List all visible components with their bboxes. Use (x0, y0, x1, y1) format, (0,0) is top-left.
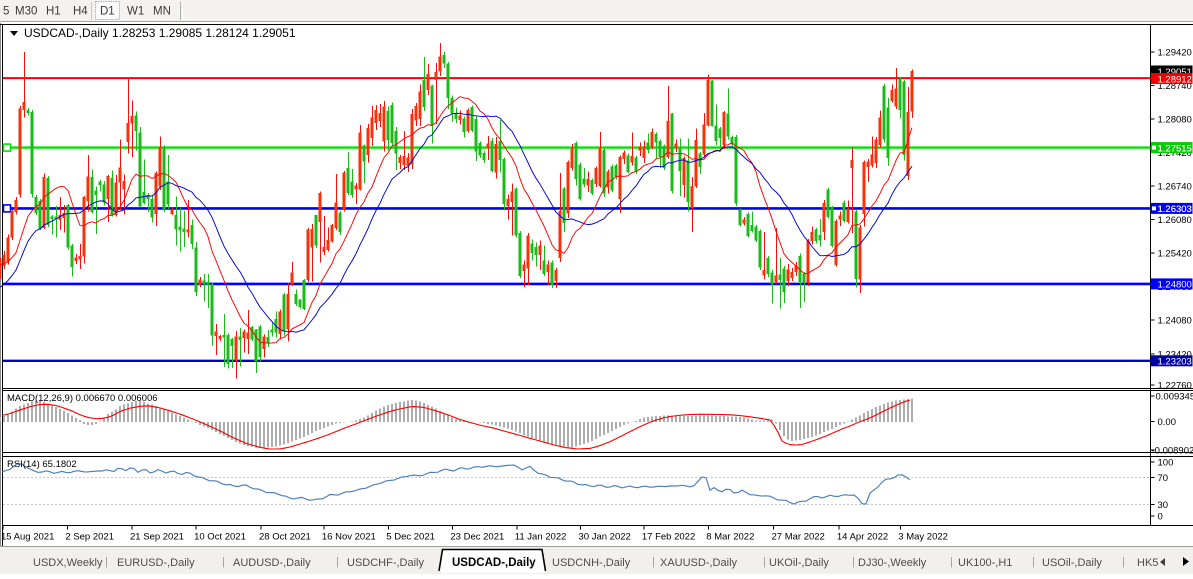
svg-text:23 Dec 2021: 23 Dec 2021 (450, 532, 504, 543)
svg-text:1.23203: 1.23203 (1158, 357, 1192, 368)
svg-text:USOil-,Daily: USOil-,Daily (1042, 557, 1102, 569)
svg-text:1.28080: 1.28080 (1158, 115, 1192, 126)
svg-text:1.29420: 1.29420 (1158, 48, 1192, 59)
svg-text:8 Mar 2022: 8 Mar 2022 (706, 532, 754, 543)
svg-text:|: | (222, 556, 225, 568)
svg-text:|: | (763, 556, 766, 568)
svg-text:XAUUSD-,Daily: XAUUSD-,Daily (660, 557, 738, 569)
svg-text:|: | (336, 556, 339, 568)
svg-text:H1: H1 (46, 6, 61, 18)
svg-text:UKOil-,Daily: UKOil-,Daily (769, 557, 829, 569)
svg-text:1.22760: 1.22760 (1158, 381, 1192, 392)
svg-text:RSI(14) 65.1802: RSI(14) 65.1802 (7, 459, 77, 470)
svg-text:3 May 2022: 3 May 2022 (898, 532, 948, 543)
svg-text:USDCAD-,Daily 1.28253 1.29085: USDCAD-,Daily 1.28253 1.29085 1.28124 1.… (24, 26, 296, 40)
svg-text:14 Apr 2022: 14 Apr 2022 (837, 532, 888, 543)
svg-text:|: | (1032, 556, 1035, 568)
svg-text:1.24800: 1.24800 (1158, 280, 1192, 291)
svg-text:10 Oct 2021: 10 Oct 2021 (194, 532, 246, 543)
svg-text:28 Oct 2021: 28 Oct 2021 (259, 532, 311, 543)
svg-text:17 Feb 2022: 17 Feb 2022 (642, 532, 695, 543)
svg-text:0.009345: 0.009345 (1156, 392, 1193, 403)
svg-text:M30: M30 (15, 6, 37, 18)
svg-text:1.26303: 1.26303 (1158, 204, 1192, 215)
svg-text:2 Sep 2021: 2 Sep 2021 (65, 532, 114, 543)
svg-text:1.26740: 1.26740 (1158, 182, 1192, 193)
svg-text:11 Jan 2022: 11 Jan 2022 (515, 532, 567, 543)
svg-text:USDCNH-,Daily: USDCNH-,Daily (552, 557, 631, 569)
svg-text:1.27515: 1.27515 (1158, 143, 1192, 154)
svg-text:USDX,Weekly: USDX,Weekly (33, 557, 103, 569)
svg-text:|: | (852, 556, 855, 568)
svg-text:100: 100 (1158, 458, 1174, 469)
svg-text:5: 5 (3, 6, 9, 18)
svg-text:5 Dec 2021: 5 Dec 2021 (386, 532, 435, 543)
svg-text:70: 70 (1158, 473, 1169, 484)
svg-text:30 Jan 2022: 30 Jan 2022 (579, 532, 631, 543)
svg-text:H4: H4 (73, 6, 88, 18)
svg-text:|: | (105, 556, 108, 568)
svg-text:AUDUSD-,Daily: AUDUSD-,Daily (233, 557, 311, 569)
svg-text:27 Mar 2022: 27 Mar 2022 (772, 532, 825, 543)
svg-text:16 Nov 2021: 16 Nov 2021 (322, 532, 376, 543)
svg-text:15 Aug 2021: 15 Aug 2021 (1, 532, 54, 543)
svg-text:USDCHF-,Daily: USDCHF-,Daily (347, 557, 425, 569)
svg-text:W1: W1 (127, 6, 144, 18)
svg-text:EURUSD-,Daily: EURUSD-,Daily (117, 557, 195, 569)
svg-text:30: 30 (1158, 500, 1169, 511)
svg-text:21 Sep 2021: 21 Sep 2021 (130, 532, 184, 543)
svg-text:1.28912: 1.28912 (1158, 74, 1192, 85)
svg-text:1.26080: 1.26080 (1158, 215, 1192, 226)
svg-text:0: 0 (1158, 512, 1163, 523)
svg-text:DJ30-,Weekly: DJ30-,Weekly (858, 557, 927, 569)
svg-text:MN: MN (153, 6, 171, 18)
svg-text:HK5: HK5 (1137, 557, 1158, 569)
svg-text:D1: D1 (100, 6, 115, 18)
svg-text:USDCAD-,Daily: USDCAD-,Daily (452, 557, 536, 569)
svg-text:|: | (1122, 556, 1125, 568)
svg-text:0.00: 0.00 (1158, 417, 1177, 428)
svg-text:|: | (950, 556, 953, 568)
svg-text:1.24080: 1.24080 (1158, 316, 1192, 327)
svg-text:MACD(12,26,9) 0.006670 0.00600: MACD(12,26,9) 0.006670 0.006006 (7, 393, 158, 404)
svg-text:UK100-,H1: UK100-,H1 (958, 557, 1012, 569)
svg-text:|: | (652, 556, 655, 568)
svg-text:1.25420: 1.25420 (1158, 249, 1192, 260)
svg-text:-0.008902: -0.008902 (1152, 446, 1193, 457)
